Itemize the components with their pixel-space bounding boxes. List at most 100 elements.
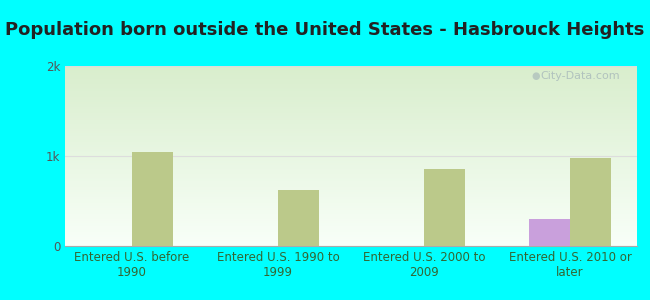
Bar <box>65 183 637 185</box>
Bar <box>65 75 637 77</box>
Bar <box>65 242 637 244</box>
Bar <box>65 147 637 149</box>
Bar <box>65 217 637 219</box>
Bar <box>278 190 319 246</box>
Bar <box>65 109 637 111</box>
Bar <box>65 93 637 95</box>
Bar <box>65 120 637 122</box>
Bar <box>65 149 637 151</box>
Bar <box>65 185 637 187</box>
Bar <box>65 158 637 160</box>
Bar <box>65 115 637 116</box>
Bar <box>65 129 637 131</box>
Bar <box>65 219 637 221</box>
Bar <box>65 106 637 107</box>
Bar <box>65 161 637 163</box>
Bar <box>65 140 637 142</box>
Bar <box>65 201 637 203</box>
Bar <box>65 71 637 73</box>
Bar <box>65 122 637 124</box>
Bar <box>65 224 637 226</box>
Bar <box>65 152 637 154</box>
Bar <box>65 203 637 205</box>
Bar <box>65 223 637 224</box>
Bar <box>65 167 637 169</box>
Bar <box>65 235 637 237</box>
Bar <box>65 131 637 133</box>
Bar <box>65 113 637 115</box>
Bar <box>65 181 637 183</box>
Bar <box>65 239 637 241</box>
Bar <box>65 212 637 214</box>
Bar <box>65 165 637 167</box>
Bar <box>65 91 637 93</box>
Bar <box>65 241 637 242</box>
Bar <box>65 208 637 210</box>
Bar <box>65 138 637 140</box>
Bar <box>65 188 637 190</box>
Bar <box>65 178 637 179</box>
Bar <box>65 145 637 147</box>
Bar <box>65 142 637 143</box>
Bar <box>132 152 173 246</box>
Bar <box>65 160 637 161</box>
Bar <box>65 169 637 170</box>
Bar <box>65 68 637 70</box>
Bar <box>65 244 637 246</box>
Bar <box>65 230 637 232</box>
Text: City-Data.com: City-Data.com <box>540 71 620 81</box>
Bar <box>65 154 637 156</box>
Bar <box>65 95 637 97</box>
Bar <box>65 199 637 201</box>
Bar <box>65 70 637 71</box>
Bar <box>65 97 637 98</box>
Bar <box>65 118 637 120</box>
Bar <box>65 156 637 158</box>
Bar <box>65 104 637 106</box>
Bar <box>65 233 637 235</box>
Text: ●: ● <box>531 71 540 81</box>
Bar <box>65 107 637 109</box>
Bar <box>65 86 637 88</box>
Bar <box>65 237 637 239</box>
Bar <box>65 215 637 217</box>
Bar <box>65 100 637 102</box>
Bar <box>65 66 637 68</box>
Bar <box>424 169 465 246</box>
Bar <box>65 125 637 127</box>
Bar <box>65 214 637 215</box>
Bar <box>65 228 637 230</box>
Bar <box>65 170 637 172</box>
Bar <box>65 136 637 138</box>
Bar <box>65 205 637 206</box>
Bar <box>65 111 637 113</box>
Bar <box>65 82 637 84</box>
Bar <box>529 219 570 246</box>
Bar <box>65 134 637 136</box>
Bar <box>65 197 637 199</box>
Bar <box>65 116 637 118</box>
Bar <box>65 84 637 86</box>
Bar <box>65 98 637 100</box>
Bar <box>570 158 611 246</box>
Bar <box>65 133 637 134</box>
Bar <box>65 190 637 192</box>
Bar <box>65 210 637 212</box>
Bar <box>65 176 637 178</box>
Bar <box>65 226 637 228</box>
Bar <box>65 174 637 176</box>
Bar <box>65 79 637 80</box>
Bar <box>65 102 637 104</box>
Bar <box>65 163 637 165</box>
Bar <box>65 77 637 79</box>
Bar <box>65 221 637 223</box>
Bar <box>65 179 637 181</box>
Bar <box>65 124 637 125</box>
Bar <box>65 206 637 208</box>
Bar <box>65 89 637 91</box>
Bar <box>65 127 637 129</box>
Bar <box>65 88 637 89</box>
Text: Population born outside the United States - Hasbrouck Heights: Population born outside the United State… <box>5 21 645 39</box>
Bar <box>65 151 637 152</box>
Bar <box>65 232 637 233</box>
